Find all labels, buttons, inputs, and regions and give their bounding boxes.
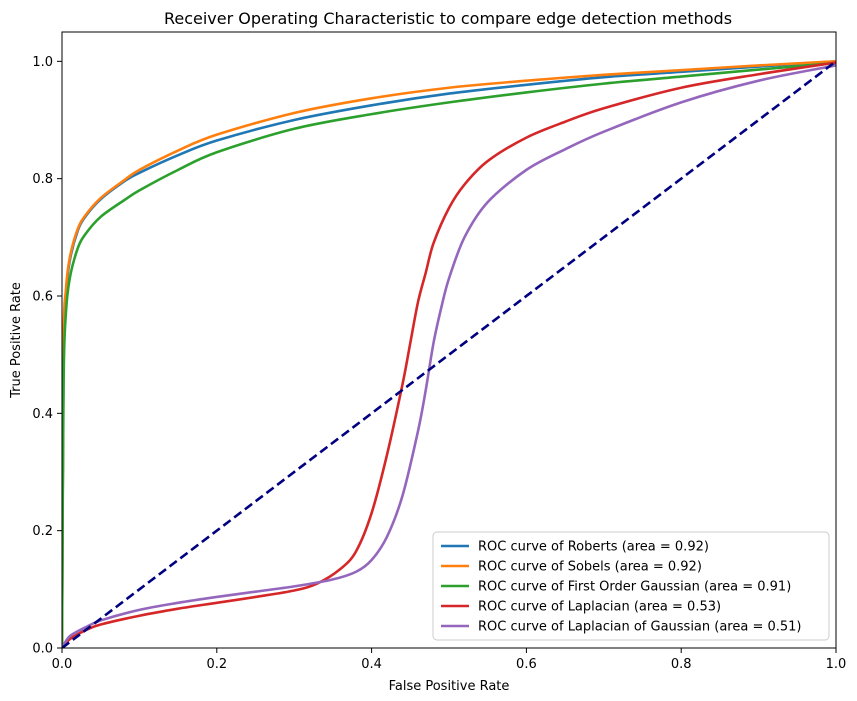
x-axis-ticks: 0.0 0.2 0.4 0.6 0.8 1.0 xyxy=(52,648,847,672)
y-tick-label: 1.0 xyxy=(32,55,53,70)
x-tick-label: 0.8 xyxy=(671,657,692,672)
series-line-2 xyxy=(62,61,836,648)
x-tick-label: 0.2 xyxy=(206,657,227,672)
y-tick-label: 0.0 xyxy=(32,642,53,657)
axes-frame xyxy=(61,31,837,649)
y-axis-label: True Positive Rate xyxy=(9,282,24,399)
legend-entry: ROC curve of Roberts (area = 0.92) xyxy=(478,540,709,555)
y-axis-ticks: 0.0 0.2 0.4 0.6 0.8 1.0 xyxy=(32,55,62,657)
plot-area xyxy=(61,31,837,649)
legend-entry: ROC curve of First Order Gaussian (area … xyxy=(478,580,791,595)
chart-title: Receiver Operating Characteristic to com… xyxy=(164,9,732,28)
x-tick-label: 0.0 xyxy=(52,657,73,672)
x-axis-label: False Positive Rate xyxy=(389,679,510,694)
y-tick-label: 0.2 xyxy=(32,524,53,539)
series-line-3 xyxy=(62,61,836,648)
x-tick-label: 0.4 xyxy=(361,657,382,672)
series-line-4 xyxy=(62,64,836,648)
legend-entry: ROC curve of Laplacian of Gaussian (area… xyxy=(478,620,802,635)
y-tick-label: 0.8 xyxy=(32,172,53,187)
x-tick-label: 1.0 xyxy=(826,657,847,672)
legend-entry: ROC curve of Sobels (area = 0.92) xyxy=(478,560,702,575)
legend: ROC curve of Roberts (area = 0.92) ROC cu… xyxy=(432,531,830,641)
x-tick-label: 0.6 xyxy=(516,657,537,672)
series-line-1 xyxy=(62,60,836,648)
series-layer xyxy=(62,60,836,648)
y-tick-label: 0.4 xyxy=(32,407,53,422)
y-tick-label: 0.6 xyxy=(32,290,53,305)
legend-box xyxy=(432,531,830,641)
legend-entry: ROC curve of Laplacian (area = 0.53) xyxy=(478,600,721,615)
